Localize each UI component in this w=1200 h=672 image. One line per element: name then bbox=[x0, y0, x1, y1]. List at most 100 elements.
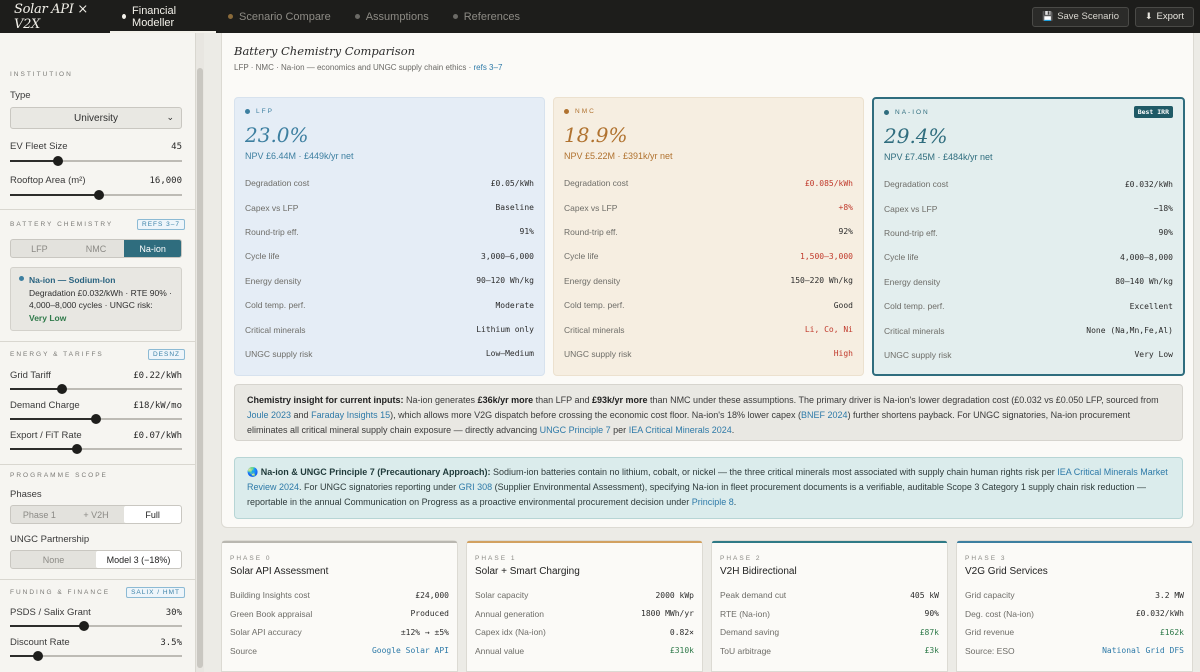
panel-title: Battery Chemistry Comparison bbox=[234, 44, 416, 58]
export-button[interactable]: ⬇ Export bbox=[1134, 6, 1194, 27]
row-label: Cycle life bbox=[884, 252, 919, 263]
phase-title: V2G Grid Services bbox=[965, 566, 1048, 577]
chemistry-info-text: Degradation £0.032/kWh · RTE 90% · 4,000… bbox=[29, 287, 172, 311]
tab-scenario-compare[interactable]: Scenario Compare bbox=[216, 0, 343, 33]
row-value: £0.032/kWh bbox=[1124, 179, 1173, 189]
fleet-value: 45 bbox=[171, 141, 182, 152]
insight-text: ), which allows more V2G dispatch before… bbox=[390, 410, 802, 420]
tab-assumptions[interactable]: Assumptions bbox=[343, 0, 441, 33]
ref-link-iea-market[interactable]: IEA Critical Minerals Market Review 2024 bbox=[247, 467, 1168, 492]
type-select[interactable]: University ⌄ bbox=[10, 107, 182, 129]
tab-references[interactable]: References bbox=[441, 0, 532, 33]
phase-card-1[interactable]: PHASE 1 Solar + Smart Charging Solar cap… bbox=[466, 540, 703, 672]
scrollbar-thumb[interactable] bbox=[197, 68, 203, 668]
type-label: Type bbox=[10, 90, 31, 101]
slider-knob[interactable] bbox=[94, 190, 105, 200]
slider-knob[interactable] bbox=[72, 444, 83, 454]
row-label: UNGC supply risk bbox=[245, 348, 313, 359]
ref-link-principle-8[interactable]: Principle 8 bbox=[691, 497, 734, 507]
row-value: 1800 MWh/yr bbox=[641, 609, 694, 619]
card-irr: 18.9% bbox=[564, 123, 628, 147]
phase-row: Annual generation 1800 MWh/yr bbox=[475, 605, 694, 624]
chemistry-card-nmc[interactable]: NMC 18.9% NPV £5.22M · £391k/yr net Degr… bbox=[553, 97, 864, 376]
slider-knob[interactable] bbox=[32, 651, 43, 661]
grid-tariff-slider[interactable] bbox=[10, 384, 182, 394]
dot-icon bbox=[245, 109, 250, 114]
save-scenario-button[interactable]: 💾 Save Scenario bbox=[1031, 6, 1129, 27]
ungc-principle-note: 🌏 Na-ion & UNGC Principle 7 (Precautiona… bbox=[234, 457, 1183, 519]
phase-option-full[interactable]: Full bbox=[124, 506, 181, 523]
export-rate-label: Export / FiT Rate bbox=[10, 430, 82, 441]
phase-card-3[interactable]: PHASE 3 V2G Grid Services Grid capacity 3… bbox=[956, 540, 1193, 672]
row-value: Good bbox=[833, 300, 853, 310]
roof-slider[interactable] bbox=[10, 190, 182, 200]
card-npv: NPV £6.44M · £449k/yr net bbox=[245, 151, 354, 161]
chemistry-option-lfp[interactable]: LFP bbox=[31, 243, 48, 254]
grid-tariff-label: Grid Tariff bbox=[10, 370, 51, 381]
ref-link-faraday[interactable]: Faraday Insights 15 bbox=[311, 410, 391, 420]
row-label: Demand saving bbox=[720, 627, 780, 638]
section-heading: ENERGY & TARIFFS bbox=[10, 351, 104, 358]
insight-text: ) further shortens payback. For UNGC sig… bbox=[247, 410, 1131, 435]
slider-track bbox=[10, 625, 182, 627]
row-value: National Grid DFS bbox=[1102, 646, 1184, 656]
phase-option-v2h[interactable]: + V2H bbox=[83, 509, 109, 520]
export-rate-slider[interactable] bbox=[10, 444, 182, 454]
tab-label: Financial Modeller bbox=[132, 4, 177, 29]
chemistry-option-nmc[interactable]: NMC bbox=[85, 243, 107, 254]
ungc-option-none[interactable]: None bbox=[42, 554, 65, 565]
phase-card-0[interactable]: PHASE 0 Solar API Assessment Building In… bbox=[221, 540, 458, 672]
slider-knob[interactable] bbox=[78, 621, 89, 631]
discount-rate-slider[interactable] bbox=[10, 651, 182, 661]
row-label: Cold temp. perf. bbox=[884, 301, 945, 312]
chemistry-card-lfp[interactable]: LFP 23.0% NPV £6.44M · £449k/yr net Degr… bbox=[234, 97, 545, 376]
chemistry-option-na-ion[interactable]: Na-ion bbox=[124, 240, 181, 257]
chemistry-cards: LFP 23.0% NPV £6.44M · £449k/yr net Degr… bbox=[234, 97, 1185, 376]
ungc-option-model-3[interactable]: Model 3 (−18%) bbox=[96, 551, 181, 568]
card-row: Capex vs LFP −18% bbox=[884, 196, 1173, 220]
phase-option-1[interactable]: Phase 1 bbox=[22, 509, 56, 520]
card-irr: 23.0% bbox=[245, 123, 309, 147]
ref-link-bnef[interactable]: BNEF 2024 bbox=[801, 410, 848, 420]
chemistry-info-box: Na-ion — Sodium-Ion Degradation £0.032/k… bbox=[10, 267, 182, 331]
ref-link-iea[interactable]: IEA Critical Minerals 2024 bbox=[628, 425, 732, 435]
phase-number: PHASE 2 bbox=[720, 555, 762, 562]
demand-charge-slider[interactable] bbox=[10, 414, 182, 424]
ref-link-gri[interactable]: GRI 308 bbox=[458, 482, 493, 492]
best-irr-badge: Best IRR bbox=[1133, 106, 1173, 118]
phase-card-2[interactable]: PHASE 2 V2H Bidirectional Peak demand cu… bbox=[711, 540, 948, 672]
row-label: Degradation cost bbox=[245, 178, 310, 189]
save-label: Save Scenario bbox=[1057, 11, 1119, 22]
psds-slider[interactable] bbox=[10, 621, 182, 631]
chemistry-card-na-ion[interactable]: NA-ION Best IRR 29.4% NPV £7.45M · £484k… bbox=[872, 97, 1185, 376]
phase-number: PHASE 3 bbox=[965, 555, 1007, 562]
card-row: Critical minerals None (Na,Mn,Fe,Al) bbox=[884, 318, 1173, 342]
row-value: £0.05/kWh bbox=[490, 178, 534, 188]
row-label: ToU arbitrage bbox=[720, 645, 772, 656]
dot-icon bbox=[228, 14, 233, 19]
fleet-slider[interactable] bbox=[10, 156, 182, 166]
row-value: £0.032/kWh bbox=[1135, 609, 1184, 619]
sidebar-scrollbar[interactable] bbox=[196, 33, 204, 672]
psds-label: PSDS / Salix Grant bbox=[10, 607, 91, 618]
refs-link[interactable]: refs 3–7 bbox=[473, 63, 503, 72]
phase-row: Demand saving £87k bbox=[720, 623, 939, 642]
row-label: Critical minerals bbox=[245, 324, 306, 335]
card-row: UNGC supply risk Very Low bbox=[884, 343, 1173, 367]
slider-knob[interactable] bbox=[91, 414, 101, 424]
slider-knob[interactable] bbox=[56, 384, 67, 394]
slider-knob[interactable] bbox=[53, 156, 64, 166]
tab-financial-modeller[interactable]: Financial Modeller bbox=[110, 0, 216, 33]
row-label: Critical minerals bbox=[884, 325, 945, 336]
row-label: Energy density bbox=[884, 276, 941, 287]
phases-label: Phases bbox=[10, 489, 42, 500]
phase-row: Grid revenue £162k bbox=[965, 623, 1184, 642]
dot-icon bbox=[884, 110, 889, 115]
row-label: Grid revenue bbox=[965, 627, 1015, 638]
ref-link-joule[interactable]: Joule 2023 bbox=[247, 410, 292, 420]
phases-toggle: Phase 1 + V2H Full bbox=[10, 505, 182, 524]
ref-link-ungc-p7[interactable]: UNGC Principle 7 bbox=[539, 425, 611, 435]
row-value: 91% bbox=[519, 227, 534, 237]
subtitle-text: LFP · NMC · Na-ion — economics and UNGC … bbox=[234, 63, 474, 72]
app-brand: Solar API × V2X bbox=[14, 1, 88, 32]
